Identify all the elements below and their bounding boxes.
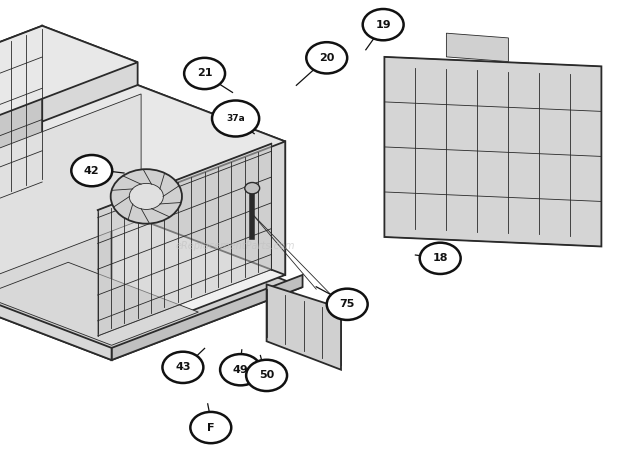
Circle shape	[212, 100, 259, 137]
Polygon shape	[138, 85, 285, 275]
Circle shape	[245, 182, 260, 194]
Text: 20: 20	[319, 53, 334, 63]
Polygon shape	[0, 224, 303, 360]
Polygon shape	[0, 262, 198, 345]
Text: 43: 43	[175, 362, 190, 373]
Polygon shape	[0, 151, 112, 341]
Circle shape	[162, 352, 203, 383]
Circle shape	[220, 354, 261, 385]
Polygon shape	[0, 85, 285, 208]
Circle shape	[71, 155, 112, 186]
Polygon shape	[112, 141, 285, 341]
Polygon shape	[384, 57, 601, 246]
Text: 49: 49	[232, 365, 249, 375]
Polygon shape	[446, 33, 508, 62]
Polygon shape	[267, 284, 341, 370]
Text: 37a: 37a	[226, 114, 245, 123]
Polygon shape	[0, 26, 42, 248]
Text: 21: 21	[197, 68, 212, 79]
Text: 75: 75	[340, 299, 355, 310]
Polygon shape	[98, 144, 272, 336]
Ellipse shape	[111, 169, 182, 224]
Polygon shape	[112, 275, 303, 360]
Text: 18: 18	[433, 253, 448, 264]
Text: eReplacementParts.com: eReplacementParts.com	[176, 241, 295, 252]
Circle shape	[420, 243, 461, 274]
Circle shape	[190, 412, 231, 443]
Text: 42: 42	[84, 165, 100, 176]
Circle shape	[306, 42, 347, 73]
Polygon shape	[0, 285, 112, 360]
Circle shape	[363, 9, 404, 40]
Text: 50: 50	[259, 370, 274, 381]
Circle shape	[327, 289, 368, 320]
Ellipse shape	[130, 183, 164, 210]
Polygon shape	[0, 94, 141, 286]
Text: 19: 19	[375, 19, 391, 30]
Circle shape	[184, 58, 225, 89]
Polygon shape	[42, 26, 138, 219]
Text: F: F	[207, 422, 215, 433]
Polygon shape	[0, 26, 138, 128]
Circle shape	[246, 360, 287, 391]
